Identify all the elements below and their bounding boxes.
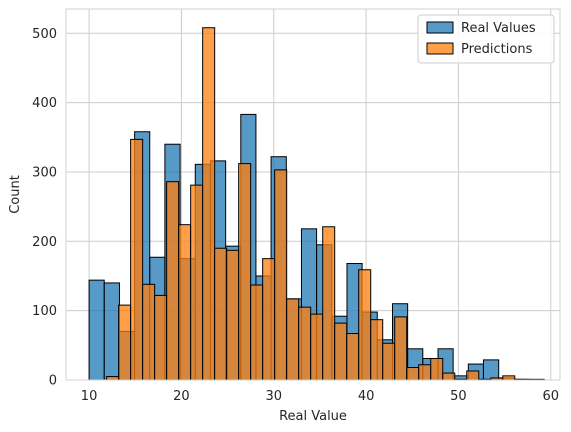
- bar-predictions-0: [106, 376, 120, 381]
- legend-label-real-values: Real Values: [461, 21, 536, 36]
- bar-real-values-26: [482, 359, 500, 381]
- bar-real-values-1: [103, 282, 120, 381]
- bar-real-values-0: [88, 279, 105, 381]
- x-tick-label-10: 10: [81, 389, 98, 404]
- x-tick-label-40: 40: [358, 389, 375, 404]
- bar-predictions-17: [310, 313, 324, 381]
- bar-predictions-25: [406, 367, 420, 381]
- bar-predictions-11: [238, 163, 252, 381]
- bar-predictions-2: [130, 138, 144, 381]
- bar-predictions-19: [334, 322, 348, 381]
- bar-predictions-23: [382, 342, 396, 381]
- bar-predictions-22: [370, 319, 384, 381]
- bar-predictions-9: [214, 247, 228, 381]
- bar-predictions-6: [178, 224, 192, 381]
- bar-predictions-3: [142, 283, 156, 381]
- x-axis-ticks: 10 20 30 40 50 60: [81, 389, 559, 404]
- bar-predictions-26: [418, 364, 432, 381]
- bar-predictions-15: [286, 298, 300, 381]
- bar-predictions-1: [118, 304, 132, 381]
- legend-swatch-real-values: [426, 21, 454, 34]
- y-tick-label-100: 100: [32, 304, 57, 319]
- bar-predictions-7: [190, 184, 204, 381]
- bar-predictions-13: [262, 258, 276, 381]
- y-tick-label-0: 0: [49, 374, 57, 389]
- bar-predictions-16: [298, 306, 312, 381]
- x-tick-label-60: 60: [542, 389, 559, 404]
- legend-swatch-predictions: [426, 42, 454, 55]
- bar-predictions-33: [502, 375, 516, 381]
- y-axis-label: Count: [8, 175, 23, 214]
- legend-label-predictions: Predictions: [461, 42, 533, 57]
- y-tick-label-200: 200: [32, 235, 57, 250]
- bar-predictions-27: [430, 358, 444, 381]
- x-tick-label-50: 50: [450, 389, 467, 404]
- y-axis-ticks: 0 100 200 300 400 500: [32, 27, 57, 389]
- bar-predictions-12: [250, 284, 264, 381]
- y-tick-label-300: 300: [32, 165, 57, 180]
- y-tick-label-500: 500: [32, 27, 57, 42]
- bar-predictions-10: [226, 249, 240, 381]
- bar-predictions-5: [166, 181, 180, 381]
- bar-predictions-30: [466, 370, 480, 381]
- bar-predictions-8: [202, 27, 216, 381]
- x-tick-label-30: 30: [265, 389, 282, 404]
- bar-predictions-20: [346, 333, 360, 381]
- bar-predictions-18: [322, 226, 336, 381]
- bar-predictions-4: [154, 294, 168, 381]
- histogram-bars: [88, 27, 545, 381]
- bar-predictions-28: [442, 372, 456, 381]
- legend: Real Values Predictions: [417, 14, 555, 64]
- bar-predictions-21: [358, 269, 372, 381]
- bar-predictions-24: [394, 316, 408, 381]
- x-tick-label-20: 20: [173, 389, 190, 404]
- y-tick-label-400: 400: [32, 96, 57, 111]
- plot-frame: [65, 8, 561, 381]
- x-axis-label: Real Value: [279, 409, 347, 424]
- bar-predictions-14: [274, 169, 288, 381]
